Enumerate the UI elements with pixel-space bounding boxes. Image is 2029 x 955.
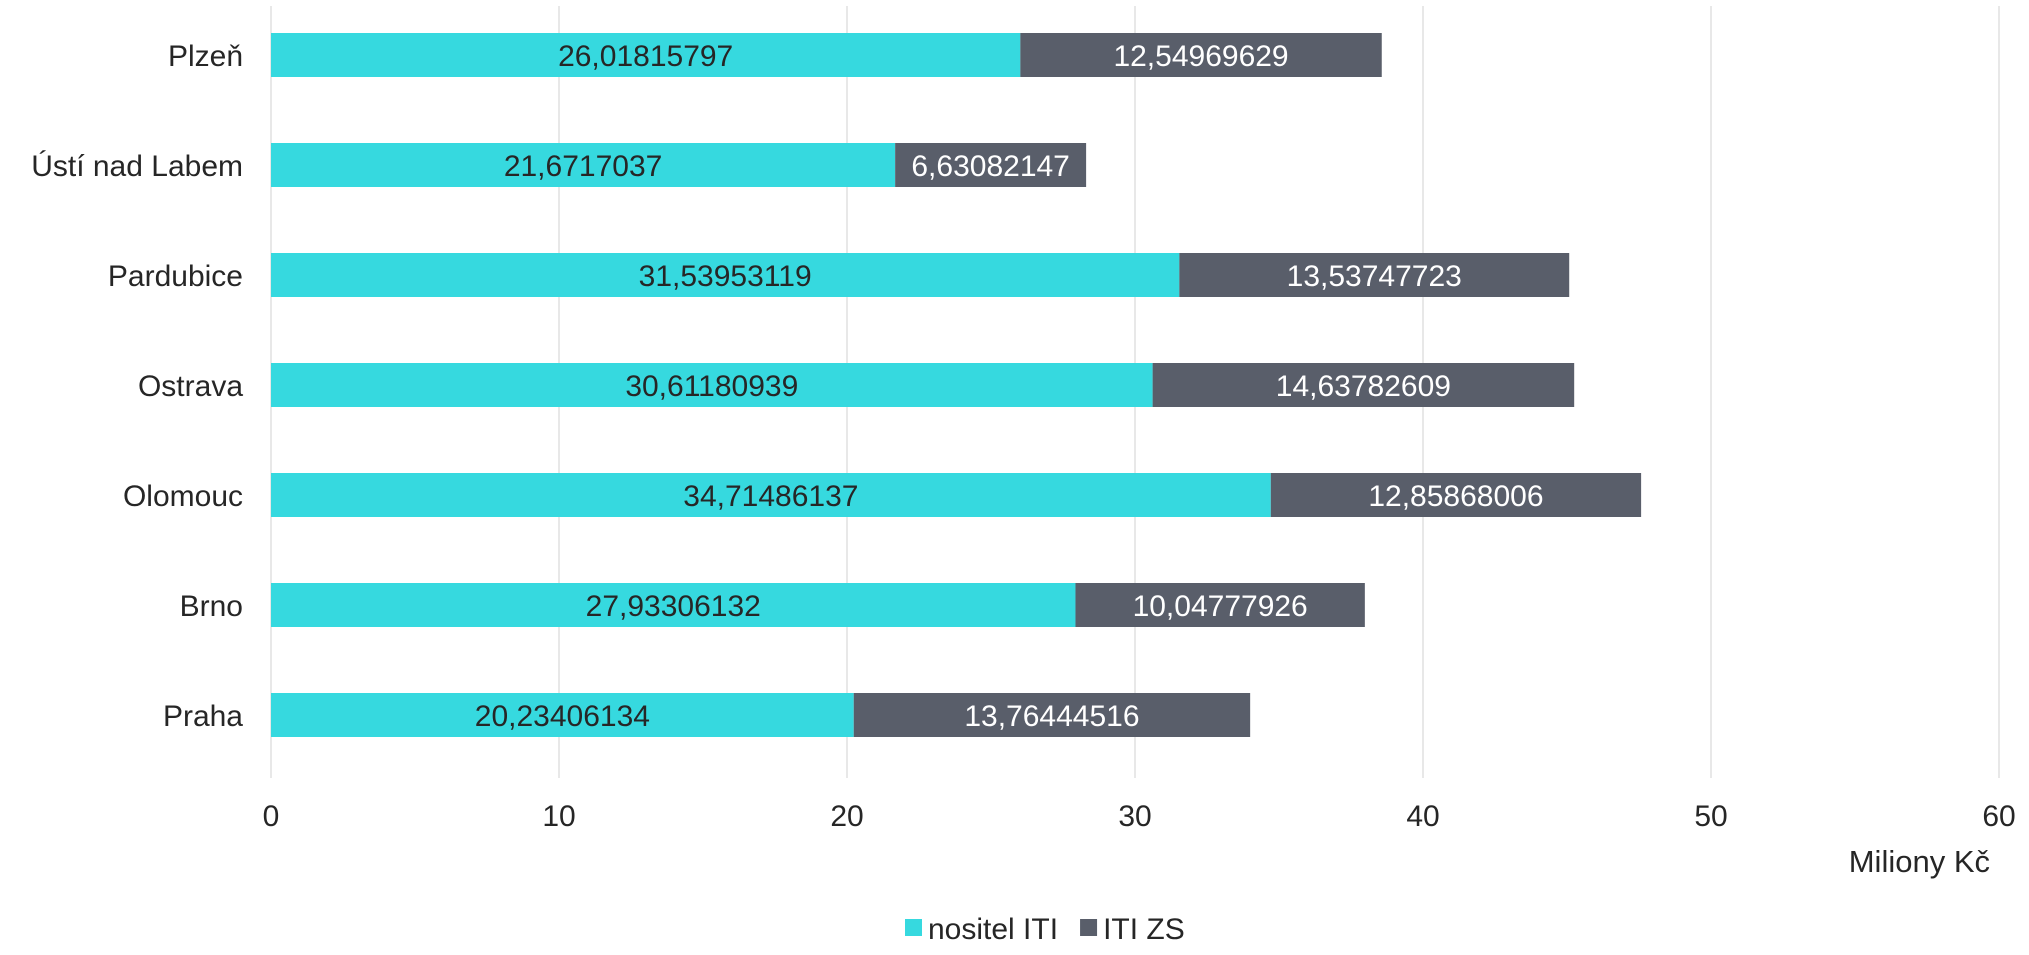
x-tick-label-0: 0 bbox=[263, 800, 280, 833]
category-label-6: Praha bbox=[163, 700, 243, 733]
bar-iti-zs-6 bbox=[853, 693, 1251, 737]
data-label-nositel-iti-6: 20,23406134 bbox=[475, 700, 650, 733]
data-label-nositel-iti-1: 21,6717037 bbox=[504, 150, 663, 183]
category-label-4: Olomouc bbox=[123, 480, 243, 513]
bar-iti-zs-2 bbox=[1179, 253, 1570, 297]
bar-nositel-iti-3 bbox=[271, 363, 1153, 407]
data-label-nositel-iti-3: 30,61180939 bbox=[625, 370, 798, 403]
category-label-0: Plzeň bbox=[168, 40, 243, 73]
x-tick-label-4: 40 bbox=[1406, 800, 1439, 833]
data-label-nositel-iti-2: 31,53953119 bbox=[639, 260, 812, 293]
data-label-iti-zs-5: 10,04777926 bbox=[1133, 590, 1308, 623]
category-label-2: Pardubice bbox=[108, 260, 243, 293]
data-label-nositel-iti-4: 34,71486137 bbox=[683, 480, 858, 513]
x-axis-title: Miliony Kč bbox=[1849, 844, 1990, 879]
data-label-iti-zs-2: 13,53747723 bbox=[1287, 260, 1462, 293]
x-tick-label-1: 10 bbox=[542, 800, 575, 833]
bar-iti-zs-3 bbox=[1152, 363, 1575, 407]
bar-iti-zs-4 bbox=[1270, 473, 1642, 517]
bar-iti-zs-1 bbox=[895, 143, 1087, 187]
bar-iti-zs-0 bbox=[1020, 33, 1382, 77]
x-tick-label-6: 60 bbox=[1982, 800, 2015, 833]
bar-nositel-iti-6 bbox=[271, 693, 854, 737]
legend-swatch-1 bbox=[1080, 919, 1098, 936]
x-tick-label-2: 20 bbox=[830, 800, 863, 833]
category-label-5: Brno bbox=[180, 590, 243, 623]
data-label-iti-zs-3: 14,63782609 bbox=[1276, 370, 1451, 403]
legend-label-0: nositel ITI bbox=[928, 913, 1058, 946]
legend: nositel ITI ITI ZS bbox=[905, 913, 1185, 946]
bar-nositel-iti-5 bbox=[271, 583, 1076, 627]
category-label-1: Ústí nad Labem bbox=[31, 150, 243, 183]
data-label-iti-zs-1: 6,63082147 bbox=[911, 150, 1070, 183]
data-label-iti-zs-0: 12,54969629 bbox=[1113, 40, 1288, 73]
data-label-nositel-iti-5: 27,93306132 bbox=[586, 590, 761, 623]
bar-nositel-iti-1 bbox=[271, 143, 896, 187]
x-tick-label-3: 30 bbox=[1118, 800, 1151, 833]
x-axis-ticks: 0 10 20 30 40 50 60 bbox=[263, 800, 2016, 833]
bar-nositel-iti-4 bbox=[271, 473, 1271, 517]
data-label-iti-zs-4: 12,85868006 bbox=[1368, 480, 1543, 513]
legend-label-1: ITI ZS bbox=[1103, 913, 1185, 946]
category-label-3: Ostrava bbox=[138, 370, 243, 403]
data-label-iti-zs-6: 13,76444516 bbox=[964, 700, 1139, 733]
bar-iti-zs-5 bbox=[1075, 583, 1365, 627]
category-labels: Plzeň Ústí nad Labem Pardubice Ostrava Olomo… bbox=[31, 40, 243, 733]
bar-nositel-iti-2 bbox=[271, 253, 1180, 297]
bar-nositel-iti-0 bbox=[271, 33, 1021, 77]
bars: 26,01815797 12,54969629 21,6717037 6,630821… bbox=[271, 33, 1642, 737]
x-tick-label-5: 50 bbox=[1694, 800, 1727, 833]
data-label-nositel-iti-0: 26,01815797 bbox=[558, 40, 733, 73]
legend-swatch-0 bbox=[905, 919, 922, 936]
